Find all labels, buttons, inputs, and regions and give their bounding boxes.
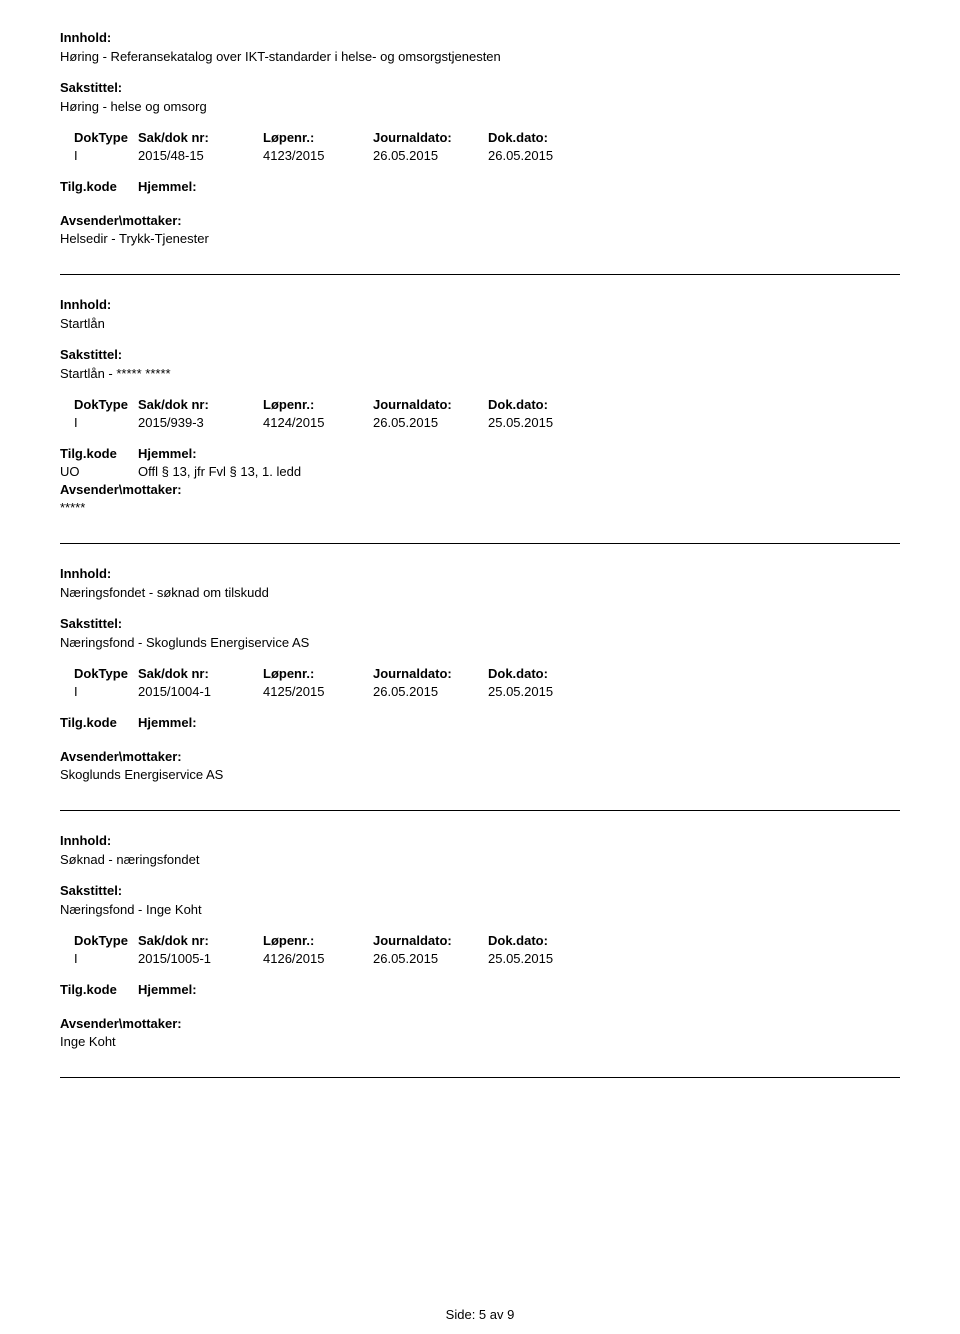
innhold-text: Høring - Referansekatalog over IKT-stand… <box>60 49 900 64</box>
sakdok-value: 2015/48-15 <box>138 148 263 163</box>
hjemmel-label: Hjemmel: <box>138 715 197 730</box>
dokdato-value: 25.05.2015 <box>488 684 603 699</box>
doktype-value: I <box>60 148 138 163</box>
lopenr-value: 4125/2015 <box>263 684 373 699</box>
sakstittel-label: Sakstittel: <box>60 883 900 898</box>
tilgkode-row: Tilg.kode Hjemmel: <box>60 446 900 461</box>
table-data-row: I 2015/939-3 4124/2015 26.05.2015 25.05.… <box>60 415 900 430</box>
innhold-label: Innhold: <box>60 297 900 312</box>
doktype-header: DokType <box>60 933 138 948</box>
innhold-label: Innhold: <box>60 30 900 45</box>
sakdok-value: 2015/1004-1 <box>138 684 263 699</box>
avsender-label: Avsender\mottaker: <box>60 482 900 497</box>
sakdok-value: 2015/1005-1 <box>138 951 263 966</box>
sakdok-header: Sak/dok nr: <box>138 397 263 412</box>
lopenr-header: Løpenr.: <box>263 933 373 948</box>
doktype-value: I <box>60 415 138 430</box>
sakdok-value: 2015/939-3 <box>138 415 263 430</box>
lopenr-header: Løpenr.: <box>263 666 373 681</box>
tilgkode-row: Tilg.kode Hjemmel: <box>60 179 900 194</box>
hjemmel-label: Hjemmel: <box>138 446 197 461</box>
avsender-text: Inge Koht <box>60 1034 900 1049</box>
hjemmel-label: Hjemmel: <box>138 982 197 997</box>
doktype-value: I <box>60 684 138 699</box>
tilgkode-label: Tilg.kode <box>60 179 138 194</box>
journaldato-value: 26.05.2015 <box>373 148 488 163</box>
document-entry: Innhold: Næringsfondet - søknad om tilsk… <box>60 566 900 782</box>
tilgkode-label: Tilg.kode <box>60 446 138 461</box>
journaldato-header: Journaldato: <box>373 130 488 145</box>
avsender-text: Helsedir - Trykk-Tjenester <box>60 231 900 246</box>
tilgkode-label: Tilg.kode <box>60 982 138 997</box>
dokdato-header: Dok.dato: <box>488 130 603 145</box>
lopenr-value: 4126/2015 <box>263 951 373 966</box>
table-header-row: DokType Sak/dok nr: Løpenr.: Journaldato… <box>60 397 900 412</box>
tilgkode-row: Tilg.kode Hjemmel: <box>60 715 900 730</box>
entry-separator <box>60 543 900 544</box>
dokdato-header: Dok.dato: <box>488 397 603 412</box>
doktype-header: DokType <box>60 130 138 145</box>
avsender-label: Avsender\mottaker: <box>60 749 900 764</box>
dokdato-value: 25.05.2015 <box>488 415 603 430</box>
dokdato-value: 25.05.2015 <box>488 951 603 966</box>
tilgkode-row: Tilg.kode Hjemmel: <box>60 982 900 997</box>
table-data-row: I 2015/1004-1 4125/2015 26.05.2015 25.05… <box>60 684 900 699</box>
table-data-row: I 2015/1005-1 4126/2015 26.05.2015 25.05… <box>60 951 900 966</box>
lopenr-value: 4124/2015 <box>263 415 373 430</box>
sakstittel-label: Sakstittel: <box>60 616 900 631</box>
journaldato-value: 26.05.2015 <box>373 684 488 699</box>
lopenr-header: Løpenr.: <box>263 397 373 412</box>
sakstittel-text: Næringsfond - Inge Koht <box>60 902 900 917</box>
sakdok-header: Sak/dok nr: <box>138 933 263 948</box>
journaldato-header: Journaldato: <box>373 933 488 948</box>
innhold-text: Næringsfondet - søknad om tilskudd <box>60 585 900 600</box>
innhold-label: Innhold: <box>60 566 900 581</box>
doktype-header: DokType <box>60 397 138 412</box>
hjemmel-label: Hjemmel: <box>138 179 197 194</box>
sakstittel-label: Sakstittel: <box>60 80 900 95</box>
innhold-text: Søknad - næringsfondet <box>60 852 900 867</box>
sakstittel-text: Høring - helse og omsorg <box>60 99 900 114</box>
sakstittel-label: Sakstittel: <box>60 347 900 362</box>
sakstittel-text: Startlån - ***** ***** <box>60 366 900 381</box>
lopenr-value: 4123/2015 <box>263 148 373 163</box>
sakdok-header: Sak/dok nr: <box>138 130 263 145</box>
dokdato-header: Dok.dato: <box>488 666 603 681</box>
table-data-row: I 2015/48-15 4123/2015 26.05.2015 26.05.… <box>60 148 900 163</box>
doktype-value: I <box>60 951 138 966</box>
table-header-row: DokType Sak/dok nr: Løpenr.: Journaldato… <box>60 130 900 145</box>
doktype-header: DokType <box>60 666 138 681</box>
innhold-text: Startlån <box>60 316 900 331</box>
sakdok-header: Sak/dok nr: <box>138 666 263 681</box>
lopenr-header: Løpenr.: <box>263 130 373 145</box>
tilgkode-label: Tilg.kode <box>60 715 138 730</box>
avsender-text: Skoglunds Energiservice AS <box>60 767 900 782</box>
journaldato-header: Journaldato: <box>373 666 488 681</box>
entry-separator <box>60 274 900 275</box>
document-entry: Innhold: Høring - Referansekatalog over … <box>60 30 900 246</box>
sakstittel-text: Næringsfond - Skoglunds Energiservice AS <box>60 635 900 650</box>
entry-separator <box>60 1077 900 1078</box>
journaldato-value: 26.05.2015 <box>373 415 488 430</box>
document-entry: Innhold: Startlån Sakstittel: Startlån -… <box>60 297 900 515</box>
uo-row: UO Offl § 13, jfr Fvl § 13, 1. ledd <box>60 464 900 479</box>
table-header-row: DokType Sak/dok nr: Løpenr.: Journaldato… <box>60 933 900 948</box>
dokdato-value: 26.05.2015 <box>488 148 603 163</box>
avsender-label: Avsender\mottaker: <box>60 213 900 228</box>
uo-text: Offl § 13, jfr Fvl § 13, 1. ledd <box>138 464 900 479</box>
avsender-text: ***** <box>60 500 900 515</box>
journaldato-header: Journaldato: <box>373 397 488 412</box>
journaldato-value: 26.05.2015 <box>373 951 488 966</box>
table-header-row: DokType Sak/dok nr: Løpenr.: Journaldato… <box>60 666 900 681</box>
entry-separator <box>60 810 900 811</box>
innhold-label: Innhold: <box>60 833 900 848</box>
dokdato-header: Dok.dato: <box>488 933 603 948</box>
uo-code: UO <box>60 464 138 479</box>
page-footer: Side: 5 av 9 <box>0 1307 960 1322</box>
document-entry: Innhold: Søknad - næringsfondet Sakstitt… <box>60 833 900 1049</box>
avsender-label: Avsender\mottaker: <box>60 1016 900 1031</box>
